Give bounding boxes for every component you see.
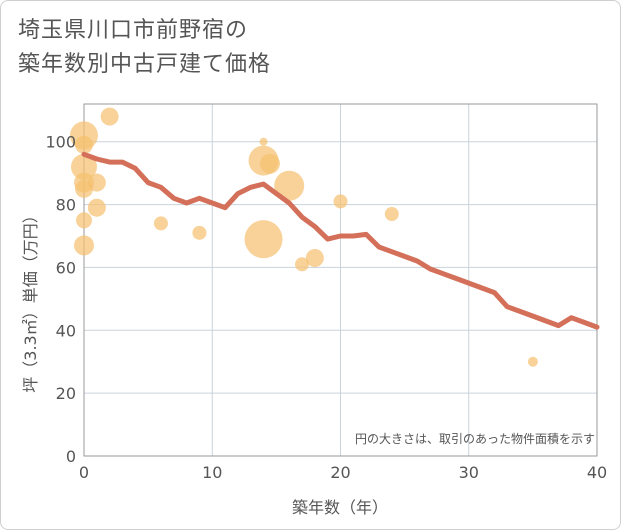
data-bubble-5 xyxy=(76,212,92,229)
data-bubble-10 xyxy=(153,216,168,231)
x-tick-label-0: 0 xyxy=(79,463,89,482)
y-axis-label: 坪（3.3㎡）単価（万円） xyxy=(21,207,40,392)
chart-title: 埼玉県川口市前野宿の 築年数別中古戸建て価格 xyxy=(18,14,438,82)
data-bubble-6 xyxy=(74,235,94,256)
y-tick-label-80: 80 xyxy=(56,196,76,215)
data-bubble-7 xyxy=(87,173,106,192)
data-bubble-12 xyxy=(259,137,268,146)
y-tick-label-0: 0 xyxy=(66,447,76,466)
plot-border xyxy=(83,103,598,457)
y-tick-label-60: 60 xyxy=(56,258,76,277)
y-tick-label-40: 40 xyxy=(56,321,76,340)
x-tick-label-40: 40 xyxy=(587,463,607,482)
data-bubble-20 xyxy=(384,207,399,221)
bubble-size-note: 円の大きさは、取引のあった物件面積を示す xyxy=(355,431,595,446)
data-bubble-18 xyxy=(305,249,324,267)
x-tick-label-20: 20 xyxy=(330,463,350,482)
data-bubble-2 xyxy=(71,153,97,180)
grid-lines xyxy=(84,104,597,456)
data-bubble-21 xyxy=(527,356,538,367)
y-tick-label-100: 100 xyxy=(45,133,76,152)
y-axis-ticks: 0 20 40 60 80 100 xyxy=(45,133,76,466)
data-bubble-1 xyxy=(75,135,93,154)
data-bubble-19 xyxy=(333,194,348,209)
trend-line xyxy=(81,151,600,330)
chart-title-line-1: 埼玉県川口市前野宿の xyxy=(18,18,249,43)
data-bubble-8 xyxy=(87,198,106,217)
data-bubble-11 xyxy=(192,225,207,240)
data-bubble-16 xyxy=(274,170,305,201)
y-tick-label-20: 20 xyxy=(56,384,76,403)
bubble-series xyxy=(70,107,538,367)
data-bubble-9 xyxy=(100,107,119,126)
x-tick-label-10: 10 xyxy=(202,463,222,482)
x-tick-label-30: 30 xyxy=(459,463,479,482)
data-bubble-17 xyxy=(295,257,310,272)
data-bubble-15 xyxy=(244,220,283,259)
x-axis-label: 築年数（年） xyxy=(292,498,388,517)
chart-title-line-2: 築年数別中古戸建て価格 xyxy=(18,52,272,77)
data-bubble-14 xyxy=(259,153,280,174)
x-axis-ticks: 0 10 20 30 40 xyxy=(79,463,607,482)
